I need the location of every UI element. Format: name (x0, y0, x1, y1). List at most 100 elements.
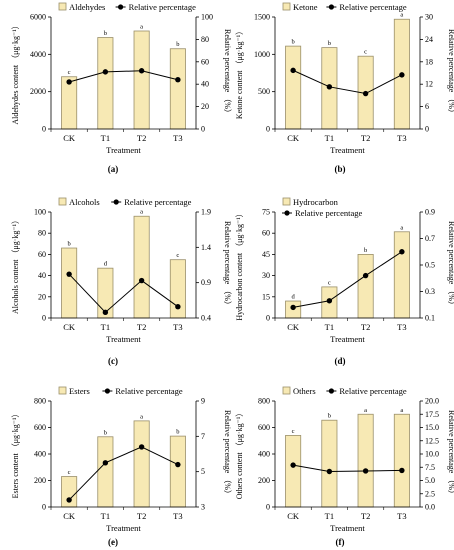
y2-axis-title: Relative percentage （%） (447, 410, 454, 498)
bar-CK (285, 45, 302, 130)
y2-tick-label: 2.5 (425, 489, 435, 498)
bar-T1 (97, 436, 114, 508)
legend-line-label: Relative percentage (115, 386, 182, 396)
y-tick-label: 2000 (30, 87, 46, 96)
y-tick-label: 800 (258, 397, 270, 406)
y2-tick-label: 0 (425, 125, 429, 134)
x-tick-label: T3 (173, 322, 182, 332)
x-axis-title: Treatment (330, 523, 365, 533)
y-tick-label: 0 (42, 314, 46, 323)
significance-label: b (328, 40, 331, 47)
legend-line-marker (104, 388, 110, 394)
significance-label: b (364, 247, 367, 254)
y-axis-title: Esters content （μg·kg⁻¹） (11, 410, 20, 499)
line-point-CK (66, 271, 72, 277)
y2-tick-label: 12 (425, 80, 433, 89)
x-tick-label: CK (287, 322, 300, 332)
y-tick-label: 60 (262, 229, 270, 238)
bar-T3 (169, 435, 186, 508)
y2-tick-label: 20 (201, 102, 209, 111)
y2-tick-label: 0.4 (201, 314, 211, 323)
y2-tick-label: 9 (201, 397, 205, 406)
y2-axis-title: Relative percentage （%） (223, 410, 232, 498)
y2-tick-label: 0.9 (425, 208, 435, 217)
bar-T1 (321, 419, 338, 508)
x-tick-label: T2 (137, 322, 146, 332)
panel-label: (f) (336, 537, 345, 547)
line-point-T3 (175, 77, 181, 83)
x-axis-title: Treatment (106, 145, 141, 155)
line-point-T2 (138, 444, 145, 450)
legend-bar-label: Hydrocarbon (293, 197, 339, 207)
x-tick-label: T1 (101, 511, 110, 521)
x-tick-label: CK (63, 322, 76, 332)
significance-label: b (292, 39, 295, 46)
significance-label: a (140, 24, 143, 31)
y-tick-label: 200 (258, 476, 270, 485)
bar-T2 (133, 215, 150, 319)
x-axis-title: Treatment (330, 145, 365, 155)
panel-label: (a) (108, 164, 119, 174)
y2-tick-label: 10.0 (425, 450, 439, 459)
chart-panel-3: b d a c 0 20 40 60 80 100 0.4 0.9 1.4 1.9 CK T1 T2 T3 Trea… (11, 197, 232, 366)
legend-bar-swatch (282, 386, 291, 395)
bar-T2 (133, 420, 150, 508)
line-point-CK (66, 79, 72, 85)
y-tick-label: 400 (258, 450, 270, 459)
y-tick-label: 800 (34, 397, 46, 406)
y-axis-title: Ketone content （μg·kg⁻¹） (235, 27, 244, 119)
x-tick-label: T3 (173, 133, 182, 143)
y-tick-label: 1500 (254, 13, 270, 22)
y2-tick-label: 18 (425, 57, 433, 66)
line-point-CK (290, 462, 296, 468)
y-tick-label: 100 (34, 208, 46, 217)
line-point-T1 (326, 298, 333, 304)
y2-tick-label: 7 (201, 432, 205, 441)
legend-line-marker (118, 4, 124, 10)
y-tick-label: 600 (34, 423, 46, 432)
y-tick-label: 0 (42, 125, 46, 134)
significance-label: c (68, 69, 71, 76)
legend-bar-label: Alcohols (69, 197, 100, 207)
significance-label: c (364, 49, 367, 56)
x-axis-title: Treatment (330, 334, 365, 344)
y2-tick-label: 12.5 (425, 436, 439, 445)
x-tick-label: T2 (137, 511, 146, 521)
bar-CK (61, 247, 78, 319)
line-point-T1 (326, 468, 333, 475)
bar-T2 (357, 253, 374, 319)
significance-label: a (140, 413, 143, 420)
x-tick-label: T2 (137, 133, 146, 143)
x-tick-label: CK (63, 511, 76, 521)
y-tick-label: 500 (258, 87, 270, 96)
y2-axis-title: Relative percentage （%） (447, 29, 454, 117)
x-tick-label: T1 (101, 322, 110, 332)
x-tick-label: T1 (325, 322, 334, 332)
y-tick-label: 1000 (254, 50, 270, 59)
panel-label: (d) (335, 356, 346, 366)
legend-line-marker (328, 388, 334, 394)
legend-line-label: Relative percentage (129, 2, 196, 12)
y-tick-label: 4000 (30, 50, 46, 59)
line-point-CK (290, 67, 296, 74)
y2-tick-label: 1.9 (201, 208, 211, 217)
significance-label: d (104, 261, 108, 268)
x-tick-label: T1 (325, 133, 334, 143)
y-axis-title: Aldehydes content （μg·kg⁻¹） (11, 21, 20, 124)
y2-axis-title: Relative percentage （%） (223, 29, 232, 117)
relative-percentage-line (293, 464, 402, 472)
legend-bar-swatch (282, 197, 291, 206)
y-tick-label: 0 (266, 314, 270, 323)
chart-panel-2: b b c a 0 500 1000 1500 0 6 12 18 24 30 CK T1 T2 T3 Treatm… (235, 2, 454, 174)
legend-line-label: Relative percentage (339, 2, 406, 12)
significance-label: b (176, 429, 179, 436)
line-point-T2 (362, 468, 369, 474)
y2-tick-label: 1.4 (201, 243, 211, 252)
y2-axis-title: Relative percentage （%） (447, 221, 454, 309)
y2-tick-label: 0.3 (425, 287, 435, 296)
y2-tick-label: 3 (201, 503, 205, 512)
line-point-T1 (102, 460, 109, 466)
y2-tick-label: 5 (201, 467, 205, 476)
legend-bar-label: Esters (69, 386, 90, 396)
